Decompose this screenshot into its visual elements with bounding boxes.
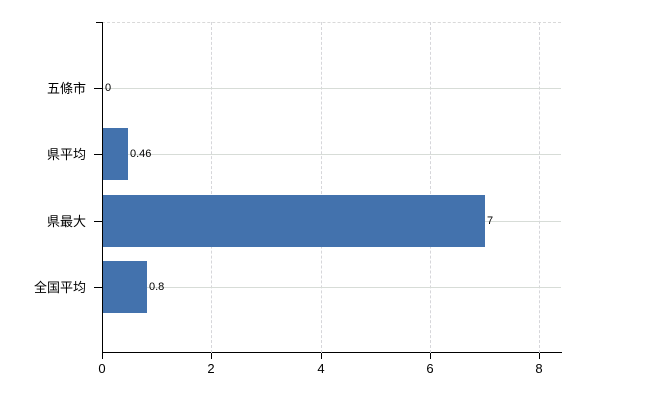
bar bbox=[103, 195, 485, 247]
x-axis-tick bbox=[539, 353, 540, 359]
x-axis-line bbox=[102, 352, 562, 353]
bar bbox=[103, 128, 128, 180]
v-gridline bbox=[321, 22, 322, 353]
x-axis-tick-label: 4 bbox=[317, 361, 325, 376]
bar-value-label: 0.46 bbox=[130, 148, 152, 160]
bar bbox=[103, 261, 147, 313]
plot-top-border bbox=[102, 22, 561, 23]
h-gridline bbox=[103, 287, 561, 288]
v-gridline bbox=[430, 22, 431, 353]
category-label: 県最大 bbox=[46, 214, 86, 229]
x-axis-tick bbox=[321, 353, 322, 359]
y-axis-top-tick bbox=[96, 22, 102, 23]
x-axis-tick bbox=[211, 353, 212, 359]
x-axis-tick-label: 6 bbox=[426, 361, 434, 376]
category-label: 全国平均 bbox=[33, 280, 86, 295]
category-label: 県平均 bbox=[46, 147, 86, 162]
h-gridline bbox=[103, 154, 561, 155]
category-tick bbox=[94, 88, 102, 89]
v-gridline bbox=[211, 22, 212, 353]
v-gridline bbox=[539, 22, 540, 353]
h-gridline bbox=[103, 88, 561, 89]
x-axis-tick bbox=[102, 353, 103, 359]
category-tick bbox=[94, 154, 102, 155]
bar-value-label: 0 bbox=[105, 82, 112, 94]
y-axis-line bbox=[102, 22, 103, 353]
category-tick bbox=[94, 287, 102, 288]
category-label: 五條市 bbox=[46, 81, 86, 96]
bar-value-label: 0.8 bbox=[149, 281, 165, 293]
x-axis-tick bbox=[430, 353, 431, 359]
x-axis-tick-label: 8 bbox=[535, 361, 543, 376]
category-tick bbox=[94, 221, 102, 222]
x-axis-tick-label: 0 bbox=[98, 361, 106, 376]
x-axis-tick-label: 2 bbox=[207, 361, 215, 376]
bar-value-label: 7 bbox=[487, 215, 494, 227]
